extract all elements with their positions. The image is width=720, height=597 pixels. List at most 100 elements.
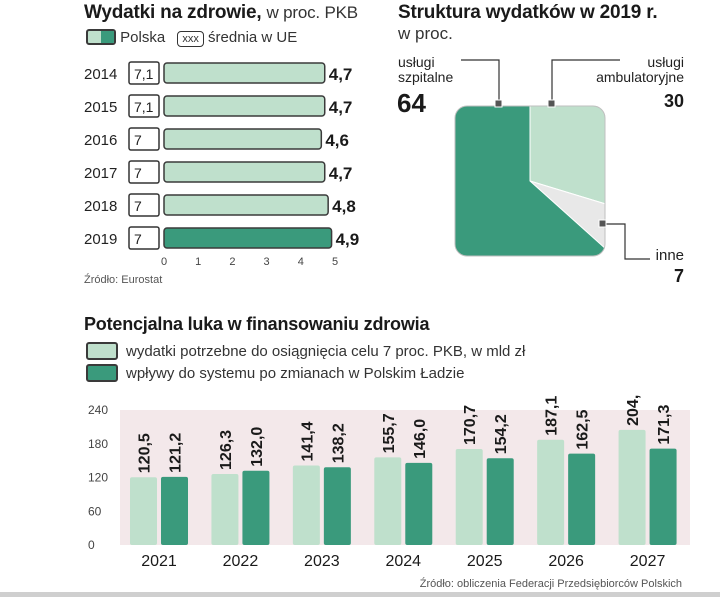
left-x-tick: 5 (332, 256, 338, 268)
leader-hospital (461, 59, 500, 104)
needed-value-label: 120,5 (137, 433, 154, 473)
inflows-value-label: 138,2 (330, 423, 347, 463)
left-x-tick: 3 (264, 256, 270, 268)
ue-value-box (128, 226, 160, 250)
inflows-bar (568, 453, 596, 545)
right-chart-title: Struktura wydatków w 2019 r. (398, 2, 658, 23)
left-x-tick: 0 (161, 256, 167, 268)
poland-value-label: 4,9 (336, 230, 360, 249)
inflows-bar (323, 467, 351, 545)
bottom-chart-legend: wydatki potrzebne do osiągnięcia celu 7 … (86, 340, 525, 384)
needed-bar (537, 439, 565, 545)
ue-value-label: 7 (134, 165, 142, 181)
leader-ambulatory (551, 59, 620, 104)
marker-ambulatory (547, 99, 556, 108)
left-year-label: 2016 (84, 132, 117, 149)
poland-value-label: 4,7 (329, 65, 353, 84)
left-year-label: 2015 (84, 99, 117, 116)
ue-value-box (128, 61, 160, 85)
left-chart-title: Wydatki na zdrowie, w proc. PKB (84, 2, 358, 24)
inflows-value-label: 132,0 (249, 427, 266, 467)
ue-value-box (128, 94, 160, 118)
left-chart-source: Źródło: Eurostat (84, 274, 163, 286)
needed-value-label: 187,1 (544, 396, 561, 436)
pie-value-other: 7 (673, 266, 684, 286)
pie-label-ambulatory-line2: ambulatoryjne (596, 69, 684, 85)
y-tick: 120 (88, 471, 108, 485)
inflows-value-label: 171,3 (656, 405, 673, 445)
ue-value-label: 7,1 (134, 99, 154, 115)
pie-label-hospital-line1: usługi (398, 54, 435, 70)
legend-inflows-label: wpływy do systemu po zmianach w Polskim … (126, 364, 465, 382)
inflows-bar (405, 462, 433, 545)
pie-label-other: inne (655, 247, 684, 264)
ue-value-label: 7 (134, 132, 142, 148)
year-label: 2021 (141, 553, 177, 570)
poland-bar (163, 194, 329, 216)
inflows-bar (486, 458, 514, 545)
year-label: 2026 (548, 553, 584, 570)
ue-value-box (128, 193, 160, 217)
left-chart-legend: Polska xxx średnia w UE (86, 29, 297, 47)
inflows-value-label: 146,0 (412, 419, 429, 459)
legend-poland-label: Polska (120, 29, 166, 46)
left-x-tick: 4 (298, 256, 304, 268)
left-year-label: 2014 (84, 66, 117, 83)
left-x-tick: 1 (195, 256, 201, 268)
marker-other (598, 219, 607, 228)
needed-value-label: 155,7 (381, 413, 398, 453)
poland-bar (163, 62, 326, 84)
ue-value-box (128, 127, 160, 151)
poland-bar (163, 128, 323, 150)
needed-bar (374, 457, 402, 545)
left-chart-title-light: w proc. PKB (266, 3, 359, 22)
marker-hospital (494, 99, 503, 108)
bottom-divider (0, 592, 720, 597)
pie-chart (454, 59, 650, 260)
pie-label-hospital: usługi szpitalne (398, 55, 453, 85)
inflows-value-label: 121,2 (168, 433, 185, 473)
left-chart-title-bold: Wydatki na zdrowie, (84, 2, 262, 23)
inflows-value-label: 154,2 (493, 414, 510, 454)
left-year-label: 2018 (84, 198, 117, 215)
poland-value-label: 4,8 (332, 197, 356, 216)
bottom-bar-chart: 240 180 120 60 0 120,5 121,2 2021 126,3 132,0 2022… (88, 395, 690, 570)
poland-bar (163, 161, 326, 183)
ue-value-label: 7 (134, 231, 142, 247)
legend-ue-label: średnia w UE (208, 29, 298, 46)
poland-bar (163, 95, 326, 117)
pie-slice-other (529, 180, 605, 256)
bottom-chart-source: Źródło: obliczenia Federacji Przedsiębio… (419, 578, 682, 590)
needed-value-label: 204,7 (625, 395, 642, 426)
needed-value-label: 126,3 (218, 430, 235, 470)
pie-label-ambulatory: usługi ambulatoryjne (596, 55, 684, 85)
pie-value-hospital: 64 (397, 88, 426, 118)
needed-bar (455, 448, 483, 545)
legend-inflows-swatch (86, 364, 118, 382)
pie-label-ambulatory-line1: usługi (647, 54, 684, 70)
needed-value-label: 141,4 (299, 421, 316, 461)
y-tick: 0 (88, 538, 95, 552)
left-year-label: 2017 (84, 165, 117, 182)
needed-bar (130, 477, 157, 545)
year-label: 2022 (223, 553, 259, 570)
legend-ue-box: xxx (177, 31, 204, 47)
pie-label-hospital-line2: szpitalne (398, 69, 454, 85)
y-tick: 60 (88, 504, 102, 518)
legend-inflows: wpływy do systemu po zmianach w Polskim … (86, 362, 525, 384)
pie-value-ambulatory: 30 (663, 91, 684, 111)
legend-needed-label: wydatki potrzebne do osiągnięcia celu 7 … (126, 342, 526, 360)
year-label: 2025 (467, 553, 503, 570)
left-x-tick: 2 (229, 256, 235, 268)
ue-value-box (128, 160, 160, 184)
inflows-bar (242, 470, 270, 545)
year-label: 2024 (385, 553, 421, 570)
poland-value-label: 4,7 (329, 164, 353, 183)
needed-bar (618, 429, 646, 545)
y-tick: 240 (88, 403, 108, 417)
poland-value-label: 4,7 (329, 98, 353, 117)
needed-bar (211, 473, 239, 545)
ue-value-label: 7,1 (134, 66, 154, 82)
legend-needed-swatch (86, 342, 118, 360)
